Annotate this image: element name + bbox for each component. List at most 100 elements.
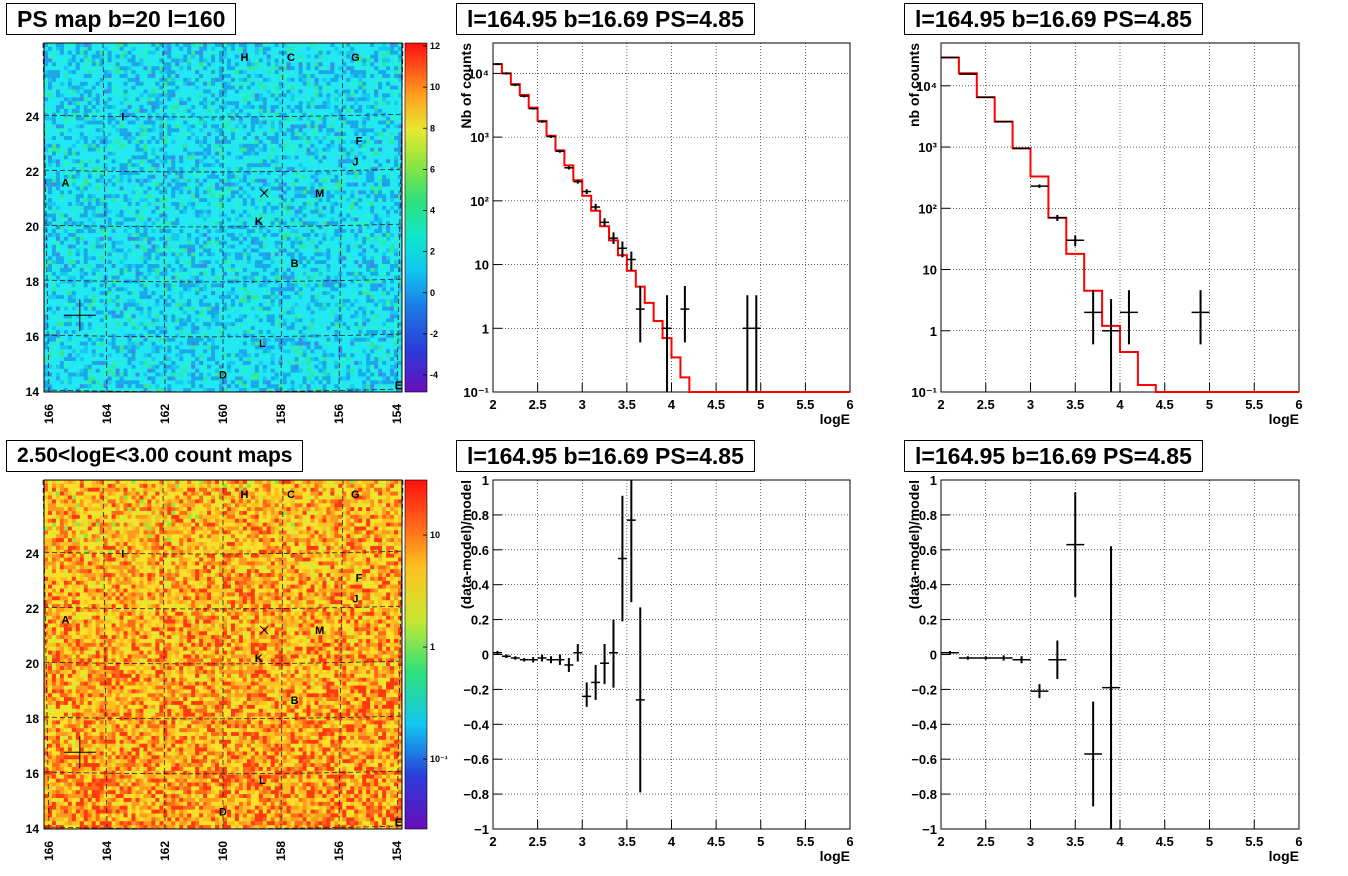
map-y-tick-label: 16 — [26, 330, 40, 344]
map-x-tick-label: 156 — [332, 404, 346, 424]
y-tick-label: 1 — [482, 473, 489, 488]
source-label-C: C — [287, 52, 295, 64]
x-tick-label: 2 — [937, 834, 944, 849]
map-x-tick-label: 156 — [332, 841, 346, 861]
map-x-tick-label: 158 — [274, 841, 288, 861]
map-x-tick-label: 154 — [390, 404, 404, 424]
x-tick-label: 5.5 — [796, 834, 814, 849]
residual-right-title: l=164.95 b=16.69 PS=4.85 — [904, 440, 1203, 472]
spectrum-left-panel: 2 2.5 3 3.5 4 4.5 5 5.5 6 10⁻¹ 1 10 10² 10³ 10⁴ logE Nb … — [458, 42, 854, 427]
y-tick-label: −0.6 — [463, 752, 489, 767]
colorbar-tick-label: 0 — [430, 288, 435, 298]
x-tick-label: 5 — [1206, 834, 1213, 849]
map-x-tick-label: 166 — [42, 404, 56, 424]
map-y-tick-label: 20 — [26, 657, 40, 671]
map-grid-parallel — [43, 168, 403, 173]
residual-right-panel: 2 2.5 3 3.5 4 4.5 5 5.5 6 −1 −0.8 −0.6 −0.4 −0.2 0 0.2 0… — [906, 473, 1303, 864]
source-label-G: G — [351, 52, 360, 64]
y-tick-label: −1 — [474, 822, 489, 837]
x-tick-label: 3 — [579, 834, 586, 849]
source-label-I: I — [121, 111, 124, 123]
colorbar-tick-label: -2 — [430, 329, 438, 339]
colorbar-tick-label: 10⁻¹ — [430, 754, 448, 764]
x-tick-label: 4.5 — [707, 834, 725, 849]
x-tick-label: 2 — [489, 834, 496, 849]
map-grid-meridian — [280, 42, 284, 393]
y-tick-label: 1 — [930, 324, 937, 339]
x-tick-label: 3 — [579, 397, 586, 412]
source-label-M: M — [315, 625, 324, 637]
y-tick-label: 0.6 — [919, 543, 937, 558]
x-tick-label: 4.5 — [1156, 397, 1174, 412]
x-axis-label: logE — [1269, 848, 1299, 864]
source-label-L: L — [259, 775, 266, 787]
map-x-tick-label: 160 — [216, 841, 230, 861]
x-tick-label: 6 — [846, 397, 853, 412]
y-axis-label: (data-model)/model — [458, 480, 474, 609]
x-axis-label: logE — [820, 848, 850, 864]
y-axis-label: nb of counts — [906, 43, 922, 127]
source-label-H: H — [241, 489, 249, 501]
x-tick-label: 4.5 — [707, 397, 725, 412]
map-grid-parallel — [43, 660, 403, 665]
x-tick-label: 3 — [1027, 834, 1034, 849]
y-tick-label: 1 — [482, 321, 489, 336]
x-tick-label: 3.5 — [618, 397, 636, 412]
map-grid-parallel — [43, 223, 403, 228]
map-grid-meridian — [42, 42, 50, 393]
map-y-tick-label: 16 — [26, 767, 40, 781]
colorbar-tick-label: -4 — [430, 370, 438, 380]
map-y-tick-label: 20 — [26, 220, 40, 234]
colorbar-tick-label: 2 — [430, 247, 435, 257]
x-tick-label: 3 — [1027, 397, 1034, 412]
x-tick-label: 3.5 — [1066, 397, 1084, 412]
x-tick-label: 4 — [668, 834, 676, 849]
y-tick-label: 10² — [470, 194, 489, 209]
source-label-D: D — [219, 370, 227, 382]
count-map-panel: 166 164 162 160 158 156 154 14 16 18 20 22 24 H C G I FJ A… — [26, 479, 448, 861]
map-grid-meridian — [338, 479, 344, 830]
map-grid-parallel — [43, 715, 403, 720]
source-label-J: J — [352, 157, 358, 169]
map-heat-cells — [44, 480, 403, 830]
y-tick-label: 10 — [475, 258, 489, 273]
map-heat-cells — [44, 43, 403, 393]
spectrum-right-title: l=164.95 b=16.69 PS=4.85 — [904, 3, 1203, 35]
x-tick-label: 5.5 — [1245, 834, 1263, 849]
x-tick-label: 4 — [668, 397, 676, 412]
map-x-tick-label: 164 — [100, 841, 114, 861]
source-label-B: B — [291, 258, 299, 270]
map-grid-parallel — [43, 278, 403, 283]
map-grid-meridian — [280, 479, 284, 830]
map-x-tick-label: 164 — [100, 404, 114, 424]
colorbar-tick-label: 10 — [430, 82, 440, 92]
x-tick-label: 6 — [1295, 834, 1302, 849]
map-grid-meridian — [42, 479, 50, 830]
y-tick-label: 10² — [918, 201, 937, 216]
map-grid-meridian — [162, 479, 166, 830]
y-tick-label: −1 — [922, 822, 937, 837]
map-x-tick-label: 166 — [42, 841, 56, 861]
spectrum-left-title: l=164.95 b=16.69 PS=4.85 — [456, 3, 755, 35]
residual-left-title: l=164.95 b=16.69 PS=4.85 — [456, 440, 755, 472]
x-tick-label: 5.5 — [796, 397, 814, 412]
map-colorbar — [404, 42, 428, 393]
source-label-I: I — [121, 548, 124, 560]
y-tick-label: 10³ — [470, 130, 489, 145]
source-label-H: H — [241, 52, 249, 64]
source-label-L: L — [259, 338, 266, 350]
y-tick-label: −0.2 — [463, 682, 489, 697]
y-tick-label: 10⁴ — [468, 66, 489, 81]
map-grid-parallel — [43, 825, 403, 830]
x-tick-label: 2 — [489, 397, 496, 412]
colorbar-tick-label: 6 — [430, 164, 435, 174]
y-tick-label: 10 — [923, 263, 937, 278]
source-label-M: M — [315, 188, 324, 200]
y-tick-label: 10⁴ — [916, 79, 937, 94]
x-tick-label: 5.5 — [1245, 397, 1263, 412]
map-y-tick-label: 24 — [26, 547, 40, 561]
y-tick-label: 0.2 — [471, 613, 489, 628]
x-tick-label: 2 — [937, 397, 944, 412]
map-grid-meridian — [338, 42, 344, 393]
